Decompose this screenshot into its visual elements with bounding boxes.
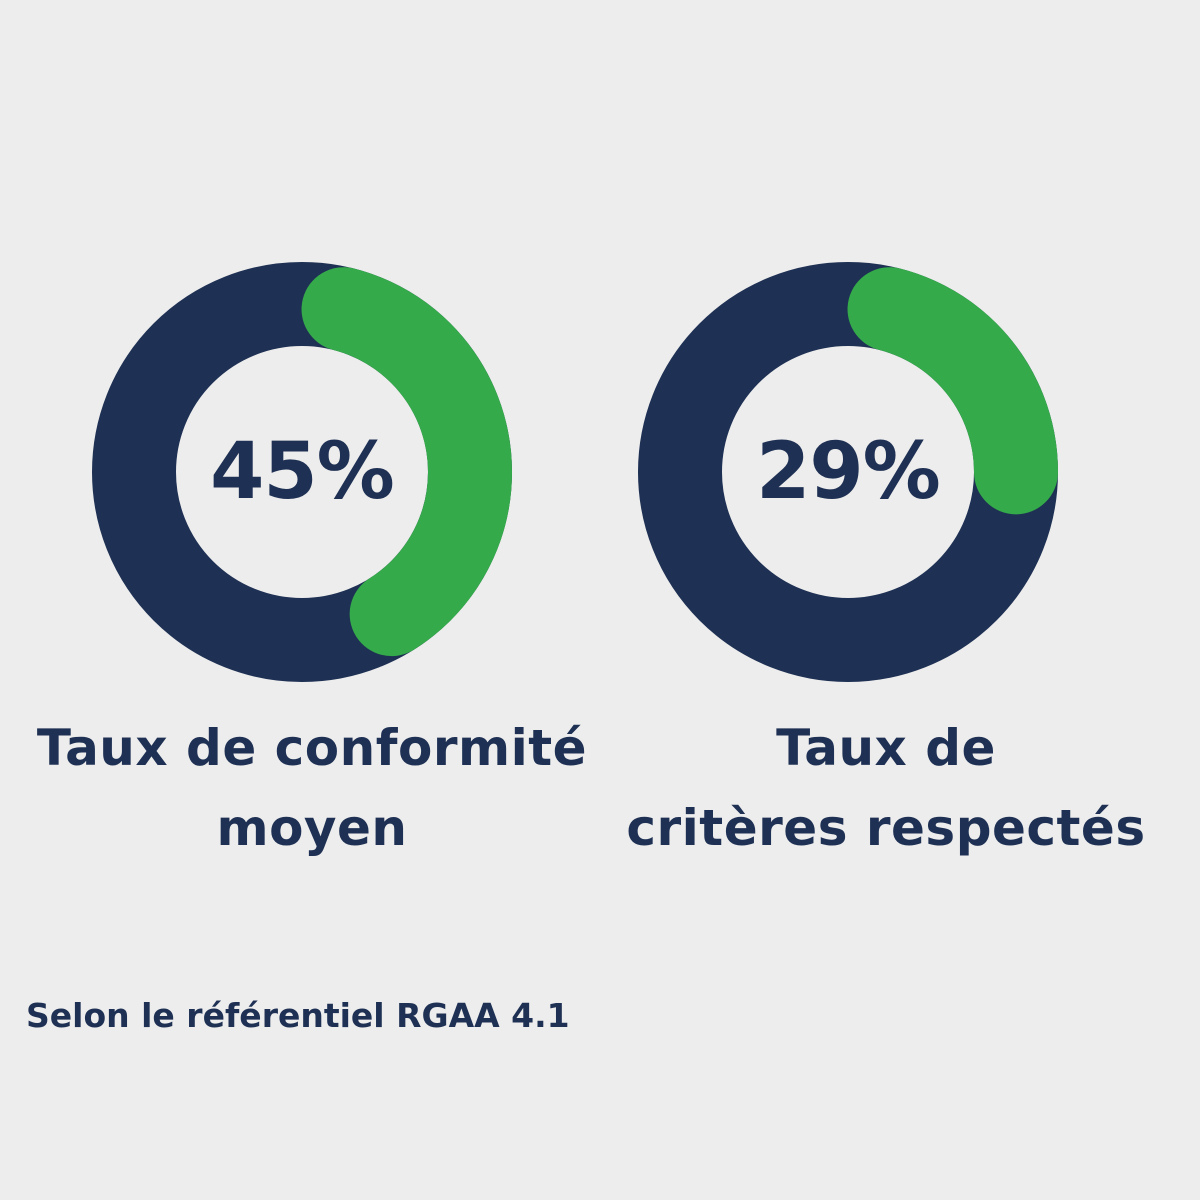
- footnote-source: Selon le référentiel RGAA 4.1: [26, 996, 570, 1035]
- chart-label-conformite: Taux de conformité moyen: [12, 708, 612, 868]
- label-line: Taux de conformité: [36, 719, 588, 777]
- donut-ring: [638, 262, 1058, 682]
- ring-progress-arc: [638, 262, 1058, 682]
- donut-value: 45%: [210, 427, 395, 517]
- donut-chart-criteres: 29%: [638, 262, 1058, 682]
- donut-ring: [92, 262, 512, 682]
- label-line: critères respectés: [626, 799, 1146, 857]
- donut-value: 29%: [756, 427, 941, 517]
- label-line: Taux de: [776, 719, 996, 777]
- donut-chart-conformite: 45%: [92, 262, 512, 682]
- chart-label-criteres: Taux de critères respectés: [586, 708, 1186, 868]
- label-line: moyen: [216, 799, 408, 857]
- ring-progress-arc: [92, 262, 512, 682]
